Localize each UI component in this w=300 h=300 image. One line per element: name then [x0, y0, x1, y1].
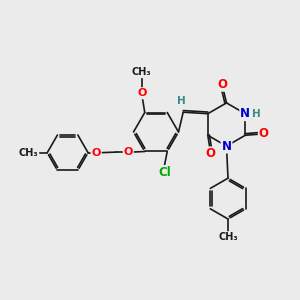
Text: O: O	[259, 127, 269, 140]
Text: H: H	[177, 96, 186, 106]
Text: O: O	[206, 147, 216, 161]
Text: O: O	[92, 148, 101, 158]
Text: CH₃: CH₃	[19, 148, 38, 158]
Text: CH₃: CH₃	[218, 232, 238, 242]
Text: O: O	[124, 147, 133, 157]
Text: O: O	[137, 88, 146, 98]
Text: O: O	[217, 78, 227, 91]
Text: H: H	[252, 109, 261, 119]
Text: N: N	[240, 107, 250, 120]
Text: N: N	[221, 140, 232, 153]
Text: CH₃: CH₃	[132, 67, 152, 77]
Text: Cl: Cl	[158, 166, 171, 179]
